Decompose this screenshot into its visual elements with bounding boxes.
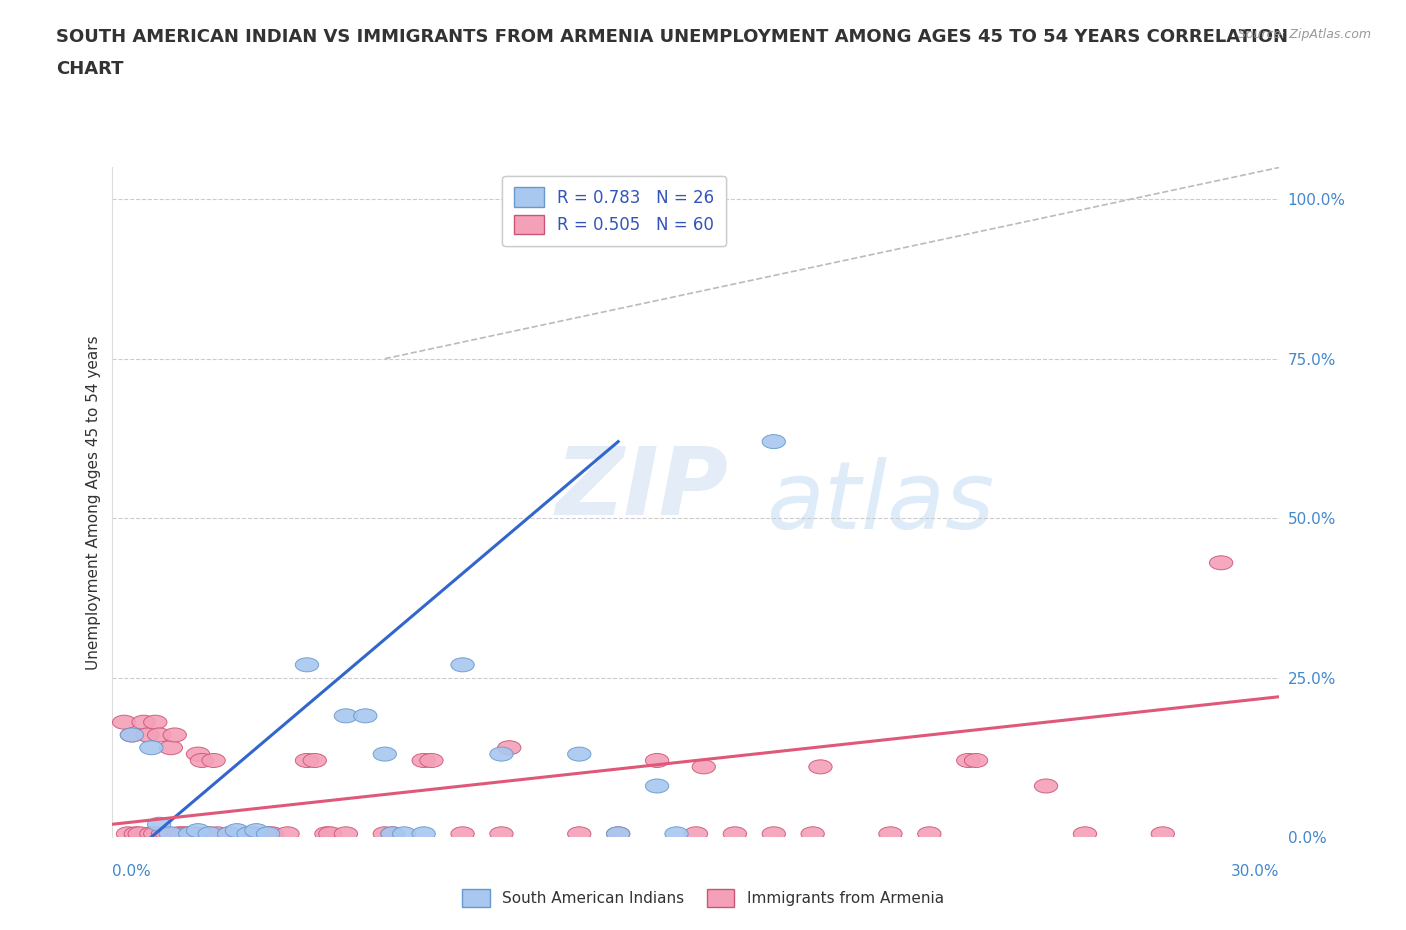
- Ellipse shape: [879, 827, 903, 841]
- Ellipse shape: [240, 827, 264, 841]
- Ellipse shape: [692, 760, 716, 774]
- Ellipse shape: [179, 827, 202, 841]
- Ellipse shape: [295, 658, 319, 671]
- Ellipse shape: [179, 827, 202, 841]
- Ellipse shape: [183, 827, 205, 841]
- Ellipse shape: [225, 824, 249, 838]
- Y-axis label: Unemployment Among Ages 45 to 54 years: Unemployment Among Ages 45 to 54 years: [86, 335, 101, 670]
- Ellipse shape: [354, 709, 377, 723]
- Ellipse shape: [420, 753, 443, 767]
- Ellipse shape: [665, 827, 688, 841]
- Ellipse shape: [606, 827, 630, 841]
- Ellipse shape: [128, 827, 152, 841]
- Ellipse shape: [256, 827, 280, 841]
- Ellipse shape: [335, 709, 357, 723]
- Ellipse shape: [412, 827, 436, 841]
- Ellipse shape: [132, 715, 155, 729]
- Ellipse shape: [1152, 827, 1174, 841]
- Ellipse shape: [124, 827, 148, 841]
- Ellipse shape: [645, 779, 669, 793]
- Ellipse shape: [218, 827, 240, 841]
- Ellipse shape: [918, 827, 941, 841]
- Ellipse shape: [190, 753, 214, 767]
- Text: 0.0%: 0.0%: [112, 864, 152, 879]
- Ellipse shape: [148, 817, 172, 831]
- Ellipse shape: [392, 827, 416, 841]
- Ellipse shape: [319, 827, 342, 841]
- Ellipse shape: [121, 728, 143, 742]
- Ellipse shape: [198, 827, 221, 841]
- Ellipse shape: [167, 827, 190, 841]
- Ellipse shape: [801, 827, 824, 841]
- Ellipse shape: [489, 747, 513, 761]
- Ellipse shape: [412, 753, 436, 767]
- Ellipse shape: [315, 827, 337, 841]
- Text: atlas: atlas: [766, 457, 994, 548]
- Text: CHART: CHART: [56, 60, 124, 78]
- Ellipse shape: [276, 827, 299, 841]
- Ellipse shape: [174, 827, 198, 841]
- Ellipse shape: [1209, 556, 1233, 570]
- Ellipse shape: [335, 827, 357, 841]
- Ellipse shape: [304, 753, 326, 767]
- Text: ZIP: ZIP: [555, 443, 728, 535]
- Ellipse shape: [489, 827, 513, 841]
- Ellipse shape: [136, 728, 159, 742]
- Ellipse shape: [155, 827, 179, 841]
- Ellipse shape: [256, 827, 280, 841]
- Ellipse shape: [723, 827, 747, 841]
- Ellipse shape: [1073, 827, 1097, 841]
- Ellipse shape: [956, 753, 980, 767]
- Ellipse shape: [143, 715, 167, 729]
- Legend: South American Indians, Immigrants from Armenia: South American Indians, Immigrants from …: [456, 884, 950, 913]
- Ellipse shape: [451, 827, 474, 841]
- Text: Source: ZipAtlas.com: Source: ZipAtlas.com: [1237, 28, 1371, 41]
- Ellipse shape: [260, 827, 284, 841]
- Ellipse shape: [187, 824, 209, 838]
- Ellipse shape: [568, 827, 591, 841]
- Ellipse shape: [139, 827, 163, 841]
- Ellipse shape: [451, 658, 474, 671]
- Ellipse shape: [198, 827, 221, 841]
- Ellipse shape: [568, 747, 591, 761]
- Ellipse shape: [685, 827, 707, 841]
- Ellipse shape: [295, 753, 319, 767]
- Ellipse shape: [218, 827, 240, 841]
- Ellipse shape: [238, 827, 260, 841]
- Legend: R = 0.783   N = 26, R = 0.505   N = 60: R = 0.783 N = 26, R = 0.505 N = 60: [502, 176, 725, 246]
- Ellipse shape: [143, 827, 167, 841]
- Ellipse shape: [139, 740, 163, 755]
- Ellipse shape: [762, 827, 786, 841]
- Ellipse shape: [152, 827, 174, 841]
- Ellipse shape: [159, 740, 183, 755]
- Ellipse shape: [117, 827, 139, 841]
- Ellipse shape: [148, 728, 172, 742]
- Text: SOUTH AMERICAN INDIAN VS IMMIGRANTS FROM ARMENIA UNEMPLOYMENT AMONG AGES 45 TO 5: SOUTH AMERICAN INDIAN VS IMMIGRANTS FROM…: [56, 28, 1288, 46]
- Ellipse shape: [381, 827, 405, 841]
- Ellipse shape: [159, 827, 183, 841]
- Ellipse shape: [498, 740, 520, 755]
- Ellipse shape: [205, 827, 229, 841]
- Ellipse shape: [187, 747, 209, 761]
- Ellipse shape: [245, 824, 269, 838]
- Ellipse shape: [202, 753, 225, 767]
- Ellipse shape: [381, 827, 405, 841]
- Ellipse shape: [808, 760, 832, 774]
- Text: 30.0%: 30.0%: [1232, 864, 1279, 879]
- Ellipse shape: [163, 728, 187, 742]
- Ellipse shape: [170, 827, 194, 841]
- Ellipse shape: [606, 827, 630, 841]
- Ellipse shape: [238, 827, 260, 841]
- Ellipse shape: [1035, 779, 1057, 793]
- Ellipse shape: [645, 753, 669, 767]
- Ellipse shape: [121, 728, 143, 742]
- Ellipse shape: [762, 434, 786, 448]
- Ellipse shape: [373, 747, 396, 761]
- Ellipse shape: [112, 715, 136, 729]
- Ellipse shape: [373, 827, 396, 841]
- Ellipse shape: [965, 753, 987, 767]
